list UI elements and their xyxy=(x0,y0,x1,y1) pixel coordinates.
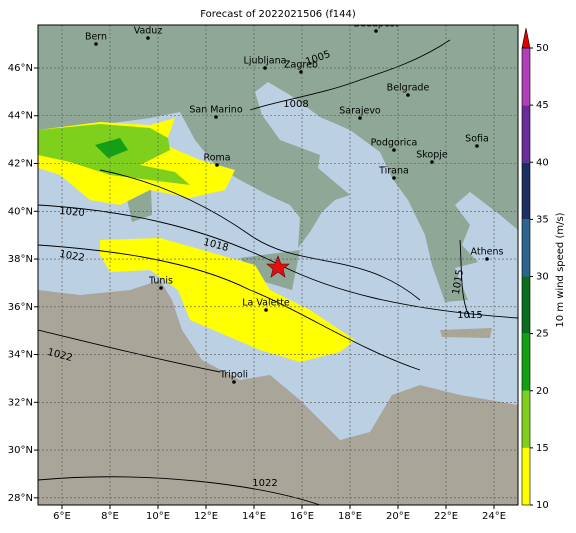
x-tick-label: 6°E xyxy=(53,511,71,522)
y-tick-label: 34°N xyxy=(8,350,33,361)
crete xyxy=(440,328,492,338)
colorbar-segment xyxy=(522,333,530,391)
colorbar-label: 10 m wind speed (m/s) xyxy=(555,212,566,327)
colorbar-tick-label: 10 xyxy=(536,500,549,511)
colorbar-tick-label: 50 xyxy=(536,43,549,54)
city-marker xyxy=(215,163,219,167)
colorbar-tick-label: 40 xyxy=(536,157,549,168)
y-tick-label: 30°N xyxy=(8,445,33,456)
wind-area xyxy=(100,238,355,362)
isobar-label: 1015 xyxy=(457,310,482,321)
colorbar-segment xyxy=(522,219,530,277)
map-frame xyxy=(37,24,519,506)
colorbar-tick-label: 15 xyxy=(536,443,549,454)
isobar xyxy=(99,169,421,301)
city-label: Podgorica xyxy=(371,138,418,149)
x-tick-label: 18°E xyxy=(338,511,362,522)
x-tick-label: 12°E xyxy=(194,511,218,522)
city-label: Bern xyxy=(85,32,107,43)
colorbar-segment xyxy=(522,276,530,334)
isobar-label: 1022 xyxy=(252,478,277,489)
colorbar-tick-label: 25 xyxy=(536,329,549,340)
city-label: Zagreb xyxy=(284,60,318,71)
city-label: Skopje xyxy=(416,150,448,161)
city-marker xyxy=(406,93,410,97)
colorbar-segment xyxy=(522,390,530,448)
city-label: Belgrade xyxy=(387,83,430,94)
city-marker xyxy=(159,286,163,290)
isobar-label: 1008 xyxy=(283,99,308,110)
colorbar-tick-label: 20 xyxy=(536,386,549,397)
city-label: La Valette xyxy=(242,298,290,309)
colorbar-segment xyxy=(522,48,530,106)
colorbar-segment xyxy=(522,105,530,163)
x-tick-label: 14°E xyxy=(242,511,266,522)
city-marker xyxy=(430,160,434,164)
city-label: San Marino xyxy=(189,105,242,116)
sicily xyxy=(240,250,300,290)
isobar-label: 1022 xyxy=(58,249,85,264)
city-marker xyxy=(392,176,396,180)
isobar-label: 1015 xyxy=(451,269,466,296)
city-label: Ljubljana xyxy=(244,56,287,67)
colorbar-tick-label: 30 xyxy=(536,272,549,283)
city-label: Vaduz xyxy=(134,26,163,37)
colorbar-extend xyxy=(521,27,531,49)
isobar xyxy=(249,39,451,111)
city-marker xyxy=(94,42,98,46)
city-marker xyxy=(264,308,268,312)
city-label: Roma xyxy=(203,153,230,164)
x-tick-label: 10°E xyxy=(146,511,170,522)
africa-land xyxy=(38,280,518,505)
city-marker xyxy=(263,66,267,70)
y-tick-label: 42°N xyxy=(8,159,33,170)
event-star xyxy=(266,255,290,278)
city-label: Tunis xyxy=(148,276,173,287)
city-marker xyxy=(299,70,303,74)
city-label: Tripoli xyxy=(219,370,248,381)
y-tick-label: 28°N xyxy=(8,493,33,504)
city-marker xyxy=(392,148,396,152)
city-marker xyxy=(146,36,150,40)
x-tick-label: 16°E xyxy=(290,511,314,522)
city-label: Budapest xyxy=(354,19,399,30)
isobar-label: 1020 xyxy=(59,206,85,219)
wind-area xyxy=(95,138,128,158)
x-tick-label: 20°E xyxy=(386,511,410,522)
city-label: Tirana xyxy=(378,166,409,177)
city-label: Athens xyxy=(471,247,504,258)
isobar xyxy=(38,244,421,371)
city-label: Sarajevo xyxy=(339,106,381,117)
y-tick-label: 40°N xyxy=(8,206,33,217)
title: Forecast of 2022021506 (f144) xyxy=(200,9,356,20)
y-tick-label: 44°N xyxy=(8,111,33,122)
x-tick-label: 8°E xyxy=(101,511,119,522)
city-marker xyxy=(374,29,378,33)
x-tick-label: 22°E xyxy=(434,511,458,522)
city-label: Sofia xyxy=(465,134,489,145)
y-tick-label: 36°N xyxy=(8,302,33,313)
colorbar-tick-label: 45 xyxy=(536,100,549,111)
colorbar-tick-label: 35 xyxy=(536,214,549,225)
y-tick-label: 46°N xyxy=(8,63,33,74)
colorbar-segment xyxy=(522,162,530,220)
y-tick-label: 32°N xyxy=(8,397,33,408)
isobar xyxy=(459,239,471,319)
city-marker xyxy=(214,115,218,119)
y-tick-label: 38°N xyxy=(8,254,33,265)
city-marker xyxy=(475,144,479,148)
city-marker xyxy=(485,257,489,261)
colorbar-segment xyxy=(522,447,530,505)
x-tick-label: 24°E xyxy=(482,511,506,522)
city-marker xyxy=(358,116,362,120)
isobar xyxy=(38,329,221,373)
city-marker xyxy=(232,380,236,384)
